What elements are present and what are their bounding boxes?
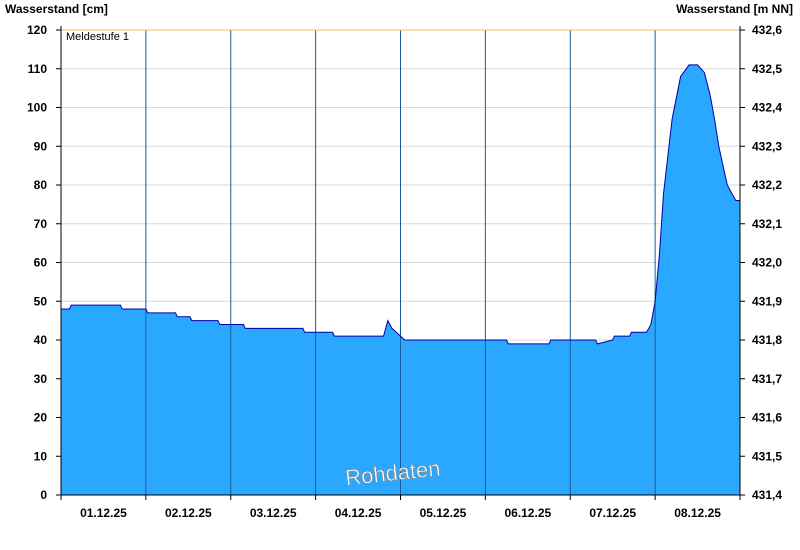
right-tick-label: 431,7 bbox=[752, 372, 782, 386]
day-separator-lines bbox=[145, 30, 656, 495]
right-tick-label: 432,1 bbox=[752, 217, 782, 231]
right-tick-label: 432,5 bbox=[752, 62, 782, 76]
right-tick-label: 431,5 bbox=[752, 449, 782, 463]
left-tick-label: 120 bbox=[27, 23, 47, 37]
left-tick-label: 20 bbox=[34, 411, 48, 425]
left-tick-label: 10 bbox=[34, 449, 48, 463]
left-tick-label: 90 bbox=[34, 139, 48, 153]
x-tick-label: 08.12.25 bbox=[674, 506, 721, 520]
right-tick-label: 432,3 bbox=[752, 139, 782, 153]
left-tick-label: 30 bbox=[34, 372, 48, 386]
x-tick-label: 01.12.25 bbox=[80, 506, 127, 520]
water-level-line bbox=[61, 64, 740, 345]
right-tick-label: 432,2 bbox=[752, 178, 782, 192]
meldestufe-label: Meldestufe 1 bbox=[66, 31, 129, 43]
left-tick-label: 70 bbox=[34, 217, 48, 231]
x-tick-label: 07.12.25 bbox=[589, 506, 636, 520]
left-tick-label: 60 bbox=[34, 256, 48, 270]
right-tick-label: 431,8 bbox=[752, 333, 782, 347]
left-tick-label: 50 bbox=[34, 294, 48, 308]
x-axis-ticks: 01.12.25 02.12.25 03.12.25 04.12.25 05.12.25… bbox=[60, 495, 741, 520]
right-tick-label: 431,9 bbox=[752, 294, 782, 308]
left-axis-title: Wasserstand [cm] bbox=[5, 2, 108, 16]
right-tick-label: 432,0 bbox=[752, 256, 782, 270]
x-tick-label: 05.12.25 bbox=[420, 506, 467, 520]
x-tick-label: 04.12.25 bbox=[335, 506, 382, 520]
x-tick-label: 06.12.25 bbox=[504, 506, 551, 520]
right-axis-ticks: 431,4 431,5 431,6 431,7 431,8 431,9 432,0 432,1… bbox=[740, 23, 782, 502]
right-tick-label: 432,4 bbox=[752, 101, 782, 115]
left-tick-label: 100 bbox=[27, 101, 47, 115]
left-tick-label: 0 bbox=[40, 488, 47, 502]
left-tick-label: 80 bbox=[34, 178, 48, 192]
right-tick-label: 431,6 bbox=[752, 411, 782, 425]
left-axis-ticks: 0 10 20 30 40 50 60 70 80 90 100 110 120 bbox=[27, 23, 61, 502]
left-tick-label: 110 bbox=[28, 62, 48, 76]
right-tick-label: 431,4 bbox=[752, 488, 782, 502]
left-tick-label: 40 bbox=[34, 333, 48, 347]
right-axis-title: Wasserstand [m NN] bbox=[676, 2, 793, 16]
x-tick-label: 03.12.25 bbox=[250, 506, 297, 520]
right-tick-label: 432,6 bbox=[752, 23, 782, 37]
x-tick-label: 02.12.25 bbox=[165, 506, 212, 520]
